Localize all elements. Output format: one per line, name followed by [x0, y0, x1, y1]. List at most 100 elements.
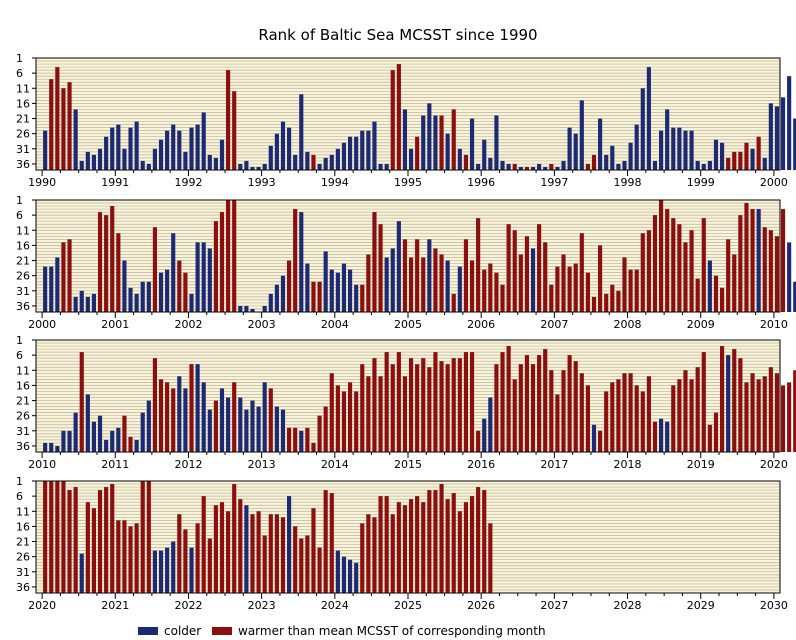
bar-2010-84: [555, 394, 560, 452]
bar-2010-54: [372, 358, 377, 452]
bar-2000-11: [110, 206, 115, 312]
x-tick-label: 1993: [248, 176, 276, 189]
bar-2010-77: [512, 379, 517, 452]
bar-1990-109: [707, 160, 712, 170]
bar-2020-28: [213, 505, 218, 593]
bar-1990-72: [482, 139, 487, 170]
y-tick-label: 21: [16, 113, 30, 126]
bar-2020-6: [79, 553, 84, 593]
bar-1990-99: [646, 67, 651, 170]
y-tick-label: 21: [16, 536, 30, 549]
bar-2000-63: [427, 239, 432, 312]
bar-2000-28: [213, 221, 218, 312]
x-tick-label: 1994: [321, 176, 349, 189]
bar-2010-66: [445, 364, 450, 452]
bar-1990-95: [622, 160, 627, 170]
bar-2010-19: [158, 379, 164, 452]
bar-1990-15: [134, 121, 139, 170]
x-tick-label: 2025: [394, 599, 422, 612]
x-tick-label: 2009: [687, 318, 715, 331]
bar-2000-43: [305, 263, 310, 312]
x-tick-label: 2021: [101, 599, 129, 612]
bar-2010-63: [427, 367, 432, 452]
bar-2020-33: [244, 505, 249, 593]
bar-1990-108: [701, 163, 706, 170]
bar-1990-18: [152, 148, 157, 170]
bar-2000-82: [543, 242, 548, 312]
bar-2000-81: [537, 224, 542, 312]
bar-2010-0: [43, 442, 48, 452]
bar-2000-45: [317, 281, 322, 312]
x-tick-label: 2015: [394, 458, 422, 471]
bar-1990-100: [652, 160, 658, 170]
bar-1990-37: [268, 145, 273, 170]
bar-2010-42: [299, 430, 304, 452]
bar-2010-73: [488, 397, 493, 452]
bar-2010-26: [201, 382, 206, 452]
bar-2000-101: [659, 200, 664, 312]
bar-2000-72: [482, 269, 487, 312]
bar-1990-117: [756, 136, 761, 170]
bar-2010-122: [787, 382, 792, 452]
bar-2010-29: [219, 388, 225, 452]
bar-2000-50: [347, 269, 353, 312]
bar-2020-58: [396, 502, 401, 593]
chart-title: Rank of Baltic Sea MCSST since 1990: [258, 26, 537, 44]
bar-1990-11: [110, 127, 115, 170]
y-tick-label: 31: [16, 143, 30, 156]
bar-2000-53: [366, 254, 371, 312]
bar-2010-85: [561, 370, 566, 452]
y-tick-label: 1: [16, 475, 23, 488]
bar-2000-74: [494, 272, 499, 312]
bar-2020-10: [104, 487, 109, 593]
bar-2000-112: [726, 239, 731, 312]
bar-2020-51: [354, 562, 359, 593]
bar-1990-115: [744, 142, 749, 170]
bar-2020-61: [415, 496, 420, 593]
bar-2000-94: [616, 290, 621, 312]
bar-2010-81: [537, 355, 542, 452]
bar-2010-40: [287, 427, 292, 452]
bar-2000-59: [402, 239, 408, 312]
bar-1990-107: [695, 160, 700, 170]
bar-1990-2: [55, 67, 60, 170]
bar-1990-110: [713, 139, 719, 170]
bar-2020-48: [335, 550, 340, 593]
y-tick-label: 31: [16, 566, 30, 579]
x-tick-label: 2028: [614, 599, 642, 612]
bar-2020-71: [476, 487, 481, 593]
bar-2010-3: [61, 430, 66, 452]
bar-2000-91: [598, 245, 603, 312]
bar-1990-50: [347, 136, 353, 170]
legend-label-warmer: warmer than mean MCSST of corresponding …: [238, 624, 546, 638]
bar-2020-18: [152, 550, 157, 593]
bar-2010-12: [116, 427, 121, 452]
bar-1990-26: [201, 112, 206, 170]
bar-2010-55: [378, 376, 383, 452]
x-tick-label: 2011: [101, 458, 129, 471]
bar-1990-10: [104, 136, 109, 170]
bar-2020-54: [372, 517, 377, 593]
bar-2000-71: [476, 218, 481, 312]
bar-1990-45: [317, 163, 322, 170]
bar-1990-48: [335, 148, 340, 170]
bar-1990-33: [244, 160, 249, 170]
bar-1990-62: [421, 115, 426, 170]
bar-1990-22: [177, 130, 182, 170]
bar-2000-6: [79, 290, 84, 312]
bar-2020-19: [158, 550, 164, 593]
bar-2020-43: [305, 535, 310, 593]
x-tick-label: 2030: [760, 599, 788, 612]
bar-2000-79: [524, 236, 529, 312]
bar-2010-94: [616, 379, 621, 452]
y-tick-label: 36: [16, 581, 30, 594]
bar-1990-93: [610, 145, 615, 170]
x-tick-label: 2002: [174, 318, 202, 331]
bar-1990-31: [232, 91, 237, 170]
bar-2010-112: [726, 355, 731, 452]
bar-2000-100: [652, 215, 658, 312]
bar-2010-18: [152, 358, 157, 452]
x-tick-label: 1991: [101, 176, 129, 189]
bar-2010-33: [244, 409, 249, 452]
bar-2000-99: [646, 230, 651, 312]
